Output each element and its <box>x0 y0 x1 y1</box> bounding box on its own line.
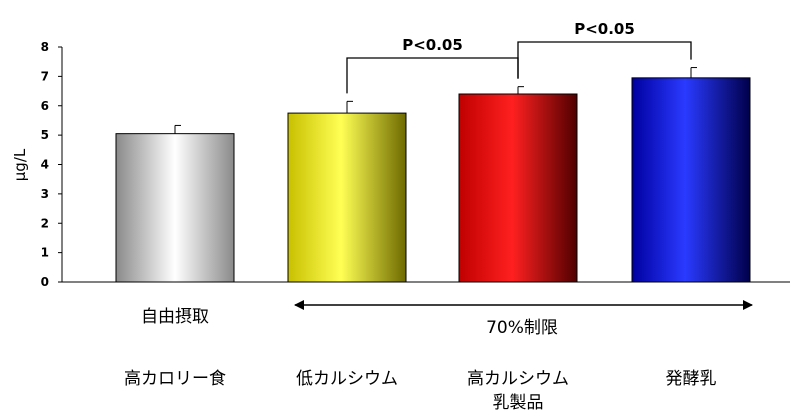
y-axis-ticks: 0 1 2 3 4 5 6 7 8 <box>41 40 62 289</box>
bars <box>115 77 751 283</box>
category-label: 高カルシウム乳製品 <box>467 369 569 412</box>
significance-bracket <box>346 57 519 94</box>
group-label: 70%制限 <box>486 318 558 338</box>
y-tick-label: 8 <box>41 40 49 54</box>
significance-label: P<0.05 <box>574 20 635 38</box>
bar <box>287 112 407 283</box>
significance-annotations: P<0.05 P<0.05 <box>346 20 692 94</box>
significance-label: P<0.05 <box>402 36 463 54</box>
category-sublabel: 自由摂取 <box>141 307 209 327</box>
y-tick-label: 6 <box>41 99 49 113</box>
category-label: 発酵乳 <box>666 369 717 389</box>
category-label: 低カルシウム <box>296 369 398 389</box>
y-tick-label: 5 <box>41 128 49 142</box>
y-tick-label: 2 <box>41 216 49 230</box>
y-tick-label: 0 <box>41 275 49 289</box>
significance-bracket <box>517 41 692 79</box>
y-tick-label: 1 <box>41 246 49 260</box>
bar <box>458 93 578 283</box>
y-tick-label: 7 <box>41 69 49 83</box>
bar <box>631 77 751 283</box>
y-axis-label: μg/L <box>11 148 29 181</box>
error-bars <box>174 67 697 134</box>
y-tick-label: 4 <box>41 158 49 172</box>
y-tick-label: 3 <box>41 187 49 201</box>
bar <box>115 133 235 283</box>
category-label: 高カロリー食 <box>124 369 226 389</box>
